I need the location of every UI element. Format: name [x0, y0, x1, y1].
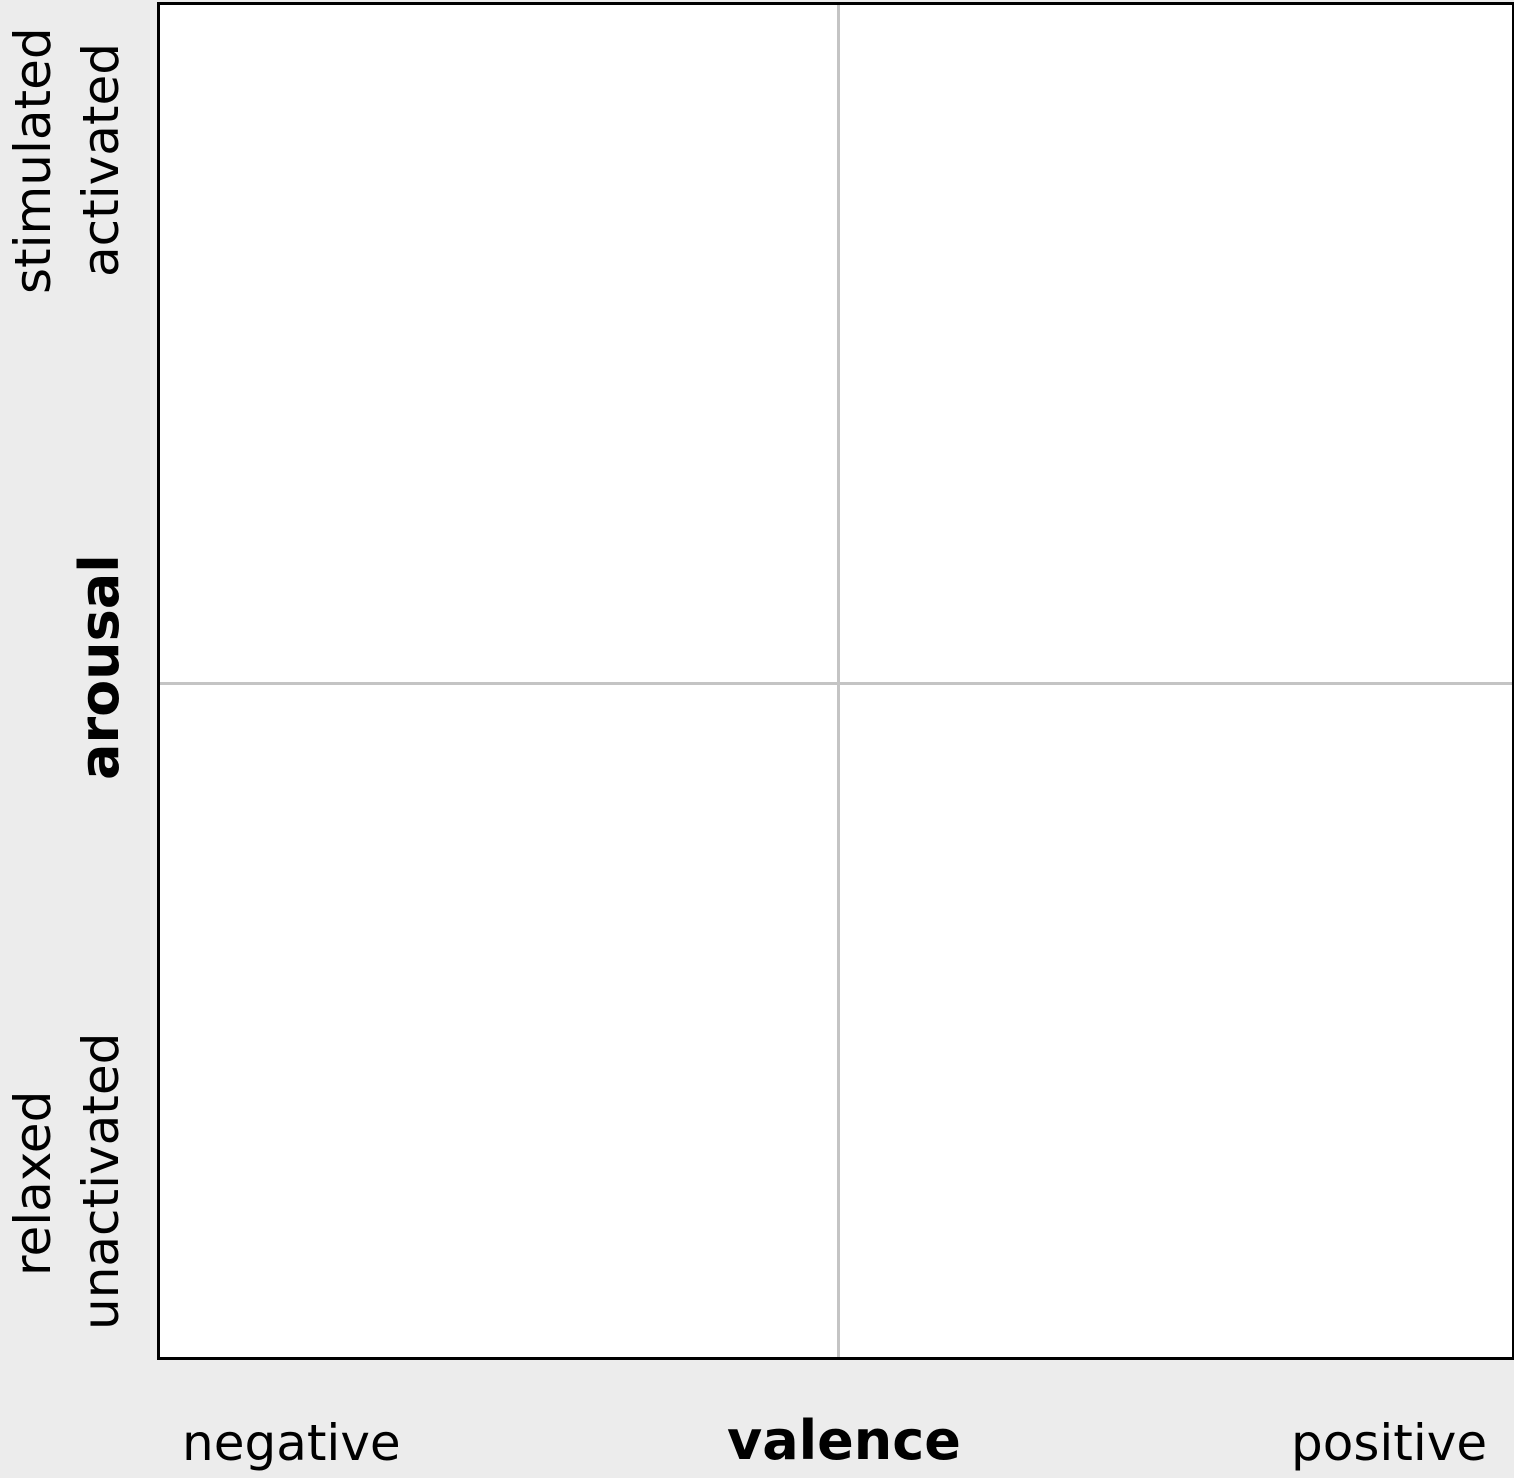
valence-arousal-plot-area [157, 2, 1514, 1360]
horizontal-center-line [160, 682, 1512, 685]
vertical-center-line [837, 5, 840, 1357]
y-axis-title: arousal [68, 554, 131, 780]
y-low-label-relaxed: relaxed [4, 1090, 62, 1276]
x-low-label: negative [182, 1414, 401, 1472]
x-axis-title: valence [727, 1409, 961, 1472]
y-high-label-stimulated: stimulated [4, 27, 62, 294]
x-high-label: positive [1291, 1414, 1488, 1472]
y-high-label-activated: activated [72, 43, 130, 277]
y-low-label-unactivated: unactivated [72, 1032, 130, 1330]
